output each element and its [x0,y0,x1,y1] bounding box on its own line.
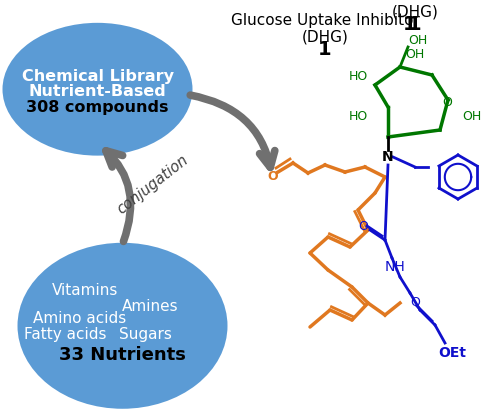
Text: Amino acids: Amino acids [34,311,126,326]
Text: 33 Nutrients: 33 Nutrients [59,346,186,364]
Text: O: O [358,220,368,234]
Text: Chemical Library: Chemical Library [22,69,174,84]
Text: Amines: Amines [122,299,178,314]
Text: O: O [442,95,452,108]
Ellipse shape [18,243,228,409]
Text: (DHG): (DHG) [302,30,348,45]
Text: Nutrient-Based: Nutrient-Based [28,84,166,99]
Text: 1: 1 [403,15,417,34]
Text: Vitamins: Vitamins [52,283,118,298]
Text: OH: OH [406,49,424,61]
Text: Fatty acids: Fatty acids [24,327,106,342]
Text: Sugars: Sugars [118,327,172,342]
Text: 1: 1 [408,15,422,34]
Text: Glucose Uptake Inhibitor: Glucose Uptake Inhibitor [230,13,420,28]
Text: HO: HO [348,110,368,124]
Text: conjugation: conjugation [114,152,191,217]
Text: OEt: OEt [438,346,466,360]
Text: O: O [410,296,420,310]
Text: 1: 1 [318,40,332,59]
Text: HO: HO [348,71,368,83]
Text: OH: OH [462,110,481,124]
Text: (DHG): (DHG) [392,5,438,20]
Text: N: N [382,150,394,164]
Text: NH: NH [384,260,406,274]
Text: O: O [268,171,278,183]
Ellipse shape [2,23,192,156]
Text: 308 compounds: 308 compounds [26,100,169,115]
Text: OH: OH [408,34,428,46]
